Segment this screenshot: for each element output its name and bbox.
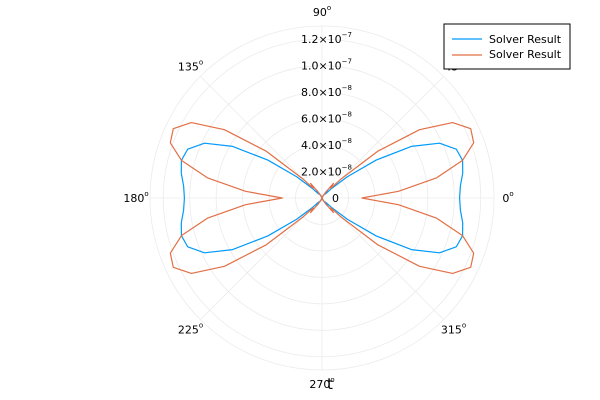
angle-tick-label-270: 270o — [309, 376, 334, 391]
r-tick-label-6: 1.2×10−7 — [301, 31, 352, 46]
legend: Solver Result Solver Result — [443, 23, 571, 70]
x-axis-label: t — [327, 375, 333, 393]
angle-tick-label-135: 135o — [178, 58, 203, 73]
series-lines — [169, 121, 475, 275]
angle-tick-label-180: 180o — [123, 190, 148, 205]
r-tick-label-1: 2.0×10−8 — [301, 164, 352, 179]
series-line-2 — [169, 121, 475, 275]
r-tick-label-2: 4.0×10−8 — [301, 137, 352, 152]
radial-tick-labels: 0 2.0×10−8 4.0×10−8 6.0×10−8 8.0×10−8 1.0×10−… — [301, 31, 352, 205]
legend-label-1: Solver Result — [489, 33, 562, 46]
r-tick-label-0: 0 — [332, 192, 339, 205]
angle-tick-label-225: 225o — [178, 322, 203, 337]
angle-tick-labels: 0o45o90o135o180o225o270o315o — [123, 4, 513, 391]
r-tick-label-4: 8.0×10−8 — [301, 84, 352, 99]
angle-tick-label-90: 90o — [313, 4, 331, 19]
angle-tick-label-315: 315o — [441, 322, 466, 337]
legend-label-2: Solver Result — [489, 48, 562, 61]
angle-tick-label-0: 0o — [502, 190, 513, 205]
legend-box — [443, 23, 571, 70]
r-tick-label-5: 1.0×10−7 — [301, 58, 352, 73]
r-tick-label-3: 6.0×10−8 — [301, 111, 352, 126]
series-line-1 — [180, 142, 464, 254]
